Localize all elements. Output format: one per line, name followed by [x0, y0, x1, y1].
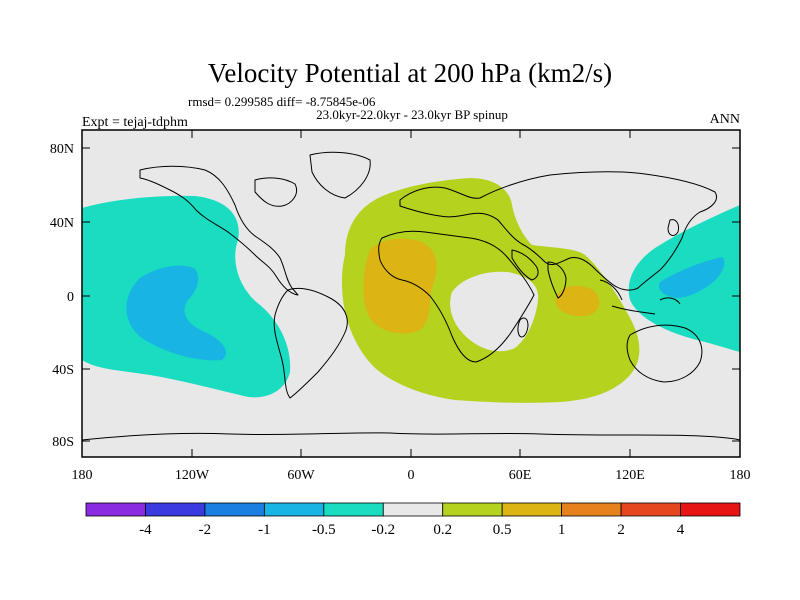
- contour-neg-0.5-westpacific: [658, 257, 725, 298]
- colorbar-label: 4: [677, 522, 685, 538]
- contour-hole-southern-africa: [450, 271, 539, 352]
- plot-title: Velocity Potential at 200 hPa (km2/s): [208, 58, 612, 88]
- colorbar: -4 -2 -1 -0.5 -0.2 0.2 0.5 1 2 4: [85, 502, 741, 538]
- experiment-label: Expt = tejaj-tdphm: [82, 115, 188, 130]
- colorbar-label: -0.2: [371, 522, 395, 538]
- colorbar-label: 1: [558, 522, 566, 538]
- lon-tick-label: 60W: [287, 468, 315, 483]
- lat-tick-label: 40N: [50, 216, 74, 231]
- lon-axis: 180 120W 60W 0 60E 120E 180: [72, 130, 751, 483]
- coast-hudson-bay: [254, 177, 297, 207]
- colorbar-label: 0.5: [493, 522, 512, 538]
- lon-tick-label: 180: [730, 468, 751, 483]
- colorbar-label: -2: [199, 522, 212, 538]
- contour-pos-0.5-indianocean: [555, 285, 600, 317]
- period-label: 23.0kyr-22.0kyr - 23.0kyr BP spinup: [316, 107, 508, 122]
- lat-tick-label: 80N: [50, 142, 74, 157]
- lat-tick-label: 80S: [52, 435, 74, 450]
- map-area: [82, 130, 740, 457]
- colorbar-swatch: [501, 502, 563, 517]
- coast-arabia: [511, 249, 539, 281]
- coast-india: [547, 261, 567, 299]
- colorbar-label: -0.5: [312, 522, 336, 538]
- lat-tick-label: 0: [67, 290, 74, 305]
- coast-japan: [667, 219, 679, 236]
- coast-eurasia: [399, 171, 717, 291]
- season-label: ANN: [710, 112, 740, 127]
- colorbar-label: -4: [139, 522, 152, 538]
- colorbar-label: 0.2: [433, 522, 452, 538]
- colorbar-swatch: [145, 502, 206, 517]
- coast-maritime-continent: [599, 279, 681, 315]
- colorbar-swatch: [620, 502, 681, 517]
- colorbar-swatch: [561, 502, 622, 517]
- coast-madagascar: [517, 317, 529, 338]
- colorbar-swatch: [442, 502, 503, 517]
- colorbar-swatch: [323, 502, 384, 517]
- lon-tick-label: 60E: [509, 468, 532, 483]
- coast-australia: [626, 324, 703, 383]
- lon-tick-label: 120E: [615, 468, 645, 483]
- colorbar-swatch: [263, 502, 325, 517]
- lon-tick-label: 120W: [175, 468, 210, 483]
- colorbar-swatch: [204, 502, 265, 517]
- coast-south-america: [273, 287, 348, 399]
- contour-pos-0.5-westafrica: [363, 238, 437, 334]
- lat-axis: 80N 40N 0 40S 80S: [50, 142, 740, 450]
- coast-greenland: [309, 151, 371, 199]
- coast-antarctica: [82, 432, 740, 441]
- lon-tick-label: 180: [72, 468, 93, 483]
- colorbar-label: 2: [617, 522, 625, 538]
- coast-africa: [378, 230, 535, 363]
- colorbar-swatch: [680, 502, 741, 517]
- colorbar-swatch: [382, 502, 444, 517]
- lon-tick-label: 0: [408, 468, 415, 483]
- coastlines: [82, 151, 740, 441]
- colorbar-label: -1: [258, 522, 271, 538]
- contour-neg-0.5-eastpacific: [126, 265, 226, 361]
- colorbar-swatch: [85, 502, 146, 517]
- stats-line: rmsd= 0.299585 diff= -8.75845e-06: [188, 94, 376, 109]
- lat-tick-label: 40S: [52, 363, 74, 378]
